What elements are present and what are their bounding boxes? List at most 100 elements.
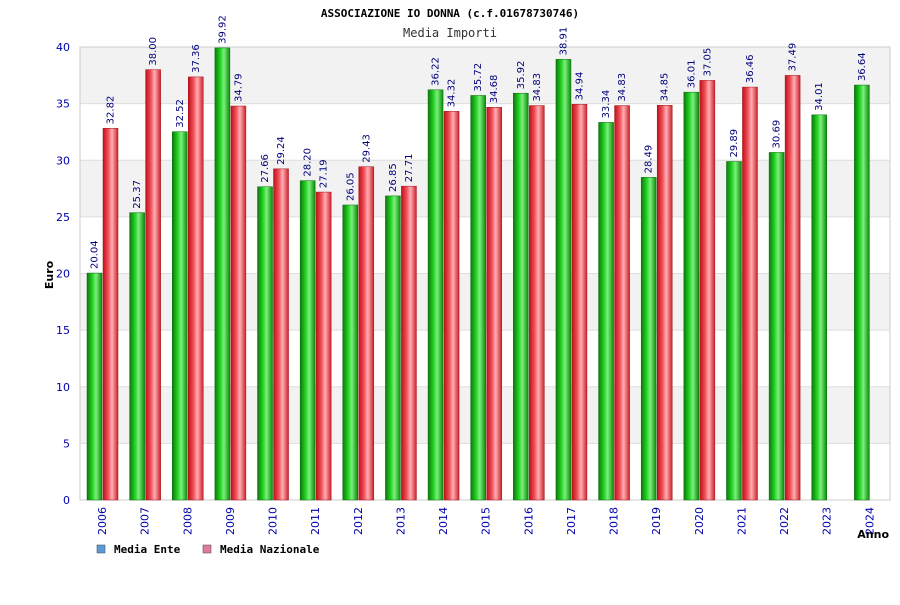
data-label: 30.69 (772, 120, 783, 149)
x-tick-label: 2020 (693, 507, 706, 535)
x-tick-label: 2024 (863, 507, 876, 535)
data-label: 37.05 (702, 48, 713, 77)
bar-media-nazionale-2020 (699, 80, 716, 501)
x-tick-label: 2017 (565, 507, 578, 535)
bar-media-ente-2014 (427, 89, 444, 501)
chart-subtitle: Media Importi (403, 26, 497, 40)
y-tick-label: 30 (56, 154, 70, 167)
data-label: 34.32 (447, 79, 458, 108)
y-tick-label: 20 (56, 268, 70, 281)
bar-media-ente-2017 (555, 59, 572, 501)
x-tick-label: 2021 (735, 507, 748, 535)
bar-media-ente-2018 (598, 122, 614, 501)
y-tick-label: 40 (56, 41, 70, 54)
x-tick-label: 2019 (650, 507, 663, 535)
data-label: 35.92 (516, 61, 527, 90)
data-label: 26.05 (345, 172, 356, 201)
legend-label-media-ente: Media Ente (114, 543, 181, 556)
x-tick-label: 2006 (96, 507, 109, 535)
data-label: 37.36 (191, 44, 202, 73)
data-label: 27.19 (319, 159, 330, 188)
data-label: 29.24 (276, 136, 287, 165)
bar-media-nazionale-2013 (401, 185, 417, 501)
bar-media-nazionale-2009 (230, 105, 247, 501)
data-label: 33.34 (601, 90, 612, 119)
bar-media-nazionale-2010 (273, 168, 289, 501)
x-tick-label: 2012 (352, 507, 365, 535)
bar-media-nazionale-2012 (358, 166, 375, 501)
data-label: 28.49 (644, 145, 655, 174)
x-axis-label: Anno (857, 528, 889, 541)
y-tick-label: 10 (56, 381, 70, 394)
y-tick-label: 0 (63, 494, 70, 507)
data-label: 34.83 (532, 73, 543, 102)
data-label: 34.79 (233, 73, 244, 102)
data-label: 36.64 (857, 52, 868, 81)
y-tick-label: 25 (56, 211, 70, 224)
data-label: 29.43 (361, 134, 372, 163)
bar-media-nazionale-2006 (102, 128, 119, 501)
bar-media-ente-2023 (811, 114, 827, 501)
legend: Media Ente Media Nazionale (96, 543, 320, 556)
bar-media-ente-2021 (726, 161, 742, 501)
bar-media-ente-2009 (214, 47, 231, 501)
x-tick-label: 2015 (480, 507, 493, 535)
y-tick-label: 35 (56, 98, 70, 111)
data-label: 28.20 (303, 148, 314, 177)
x-axis-ticks: 2006 2007 2008 2009 2010 2011 2012 2013 2014 2015… (96, 507, 876, 535)
data-label: 25.37 (132, 180, 143, 209)
bar-media-ente-2006 (86, 272, 103, 501)
data-label: 34.94 (574, 72, 585, 101)
bar-media-nazionale-2016 (529, 105, 545, 501)
x-tick-label: 2022 (778, 507, 791, 535)
bar-media-nazionale-2022 (784, 75, 801, 501)
bar-media-ente-2011 (299, 180, 316, 501)
data-labels: 20.04 32.82 25.37 38.00 32.52 37.36 39.92 34.79… (90, 15, 868, 269)
bar-media-ente-2007 (129, 212, 145, 501)
data-label: 27.66 (260, 154, 271, 183)
bar-media-nazionale-2019 (656, 105, 673, 501)
y-tick-label: 5 (63, 437, 70, 450)
bar-media-nazionale-2014 (443, 111, 460, 501)
bar-media-nazionale-2017 (571, 104, 588, 501)
x-tick-label: 2013 (394, 507, 407, 535)
data-label: 36.01 (686, 60, 697, 89)
legend-swatch-media-ente (96, 544, 106, 554)
bar-media-ente-2010 (257, 186, 273, 501)
x-tick-label: 2011 (309, 507, 322, 535)
bar-media-nazionale-2015 (486, 106, 502, 501)
bar-media-nazionale-2011 (315, 191, 332, 501)
bar-media-ente-2019 (640, 177, 657, 501)
bars (86, 47, 870, 501)
data-label: 34.68 (489, 75, 500, 104)
data-label: 38.91 (558, 27, 569, 56)
bar-media-nazionale-2021 (742, 86, 758, 501)
data-label: 38.00 (148, 37, 159, 66)
bar-media-nazionale-2018 (614, 105, 630, 501)
bar-media-ente-2024 (854, 84, 870, 501)
x-tick-label: 2014 (437, 507, 450, 535)
bar-media-ente-2016 (513, 92, 529, 501)
x-tick-label: 2023 (821, 507, 834, 535)
x-tick-label: 2009 (224, 507, 237, 535)
data-label: 37.49 (788, 43, 799, 72)
data-label: 29.89 (729, 129, 740, 158)
bar-media-nazionale-2007 (145, 69, 161, 501)
data-label: 20.04 (90, 240, 101, 269)
data-label: 36.46 (745, 54, 756, 83)
bar-media-ente-2015 (470, 95, 486, 501)
x-tick-label: 2008 (181, 507, 194, 535)
y-axis-label: Euro (43, 260, 56, 289)
bar-media-ente-2008 (172, 131, 188, 501)
data-label: 35.72 (473, 63, 484, 92)
y-axis-ticks: 0 5 10 15 20 25 30 35 40 (56, 41, 70, 507)
bar-media-ente-2013 (385, 195, 401, 501)
data-label: 26.85 (388, 163, 399, 192)
data-label: 34.85 (660, 73, 671, 102)
data-label: 27.71 (404, 154, 415, 183)
y-tick-label: 15 (56, 324, 70, 337)
x-tick-label: 2007 (139, 507, 152, 535)
data-label: 36.22 (431, 57, 442, 86)
